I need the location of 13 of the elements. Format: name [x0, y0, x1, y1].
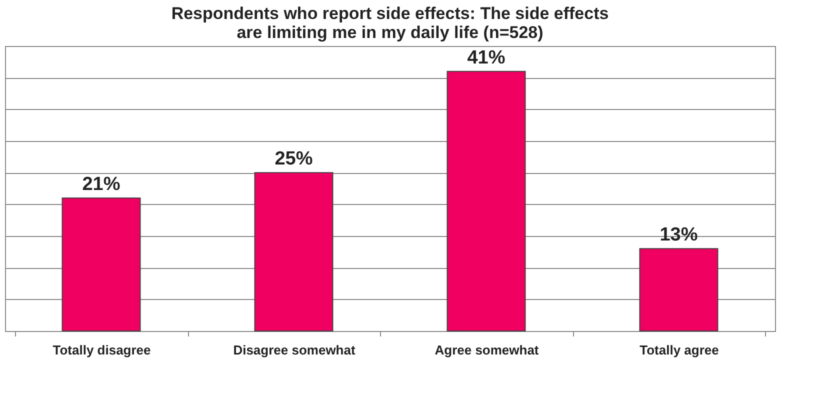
bar	[254, 172, 334, 332]
bar	[446, 70, 526, 332]
data-label: 21%	[82, 174, 120, 195]
chart-title: Respondents who report side effects: The side effects are limiting me in my daily life (n=528)	[171, 4, 609, 42]
x-tick-label: Totally disagree	[52, 342, 151, 358]
bar	[62, 198, 141, 332]
x-tick-label: Disagree somewhat	[233, 342, 356, 358]
x-tick-label: Totally agree	[640, 342, 719, 358]
data-label: 13%	[660, 224, 698, 246]
bar	[639, 248, 718, 332]
data-label: 25%	[274, 148, 313, 170]
x-tick-label: Agree somewhat	[434, 342, 540, 358]
data-label: 41%	[467, 47, 506, 68]
